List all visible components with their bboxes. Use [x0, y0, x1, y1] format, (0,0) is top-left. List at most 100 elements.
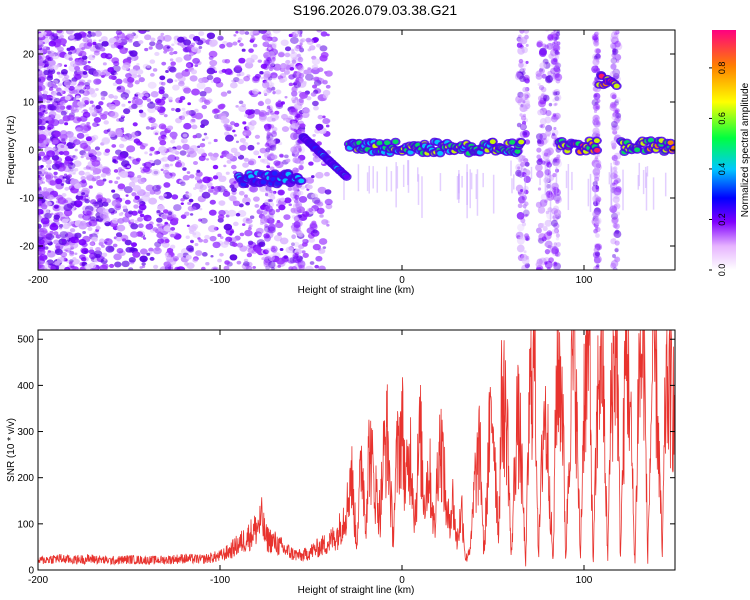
y-axis-label: Frequency (Hz) — [6, 116, 17, 185]
noise-blob — [203, 86, 213, 94]
noise-blob — [205, 158, 210, 161]
noise-blob — [225, 134, 234, 142]
noise-blob — [206, 32, 216, 40]
noise-blob — [134, 80, 140, 85]
noise-blob — [182, 174, 190, 181]
noise-blob — [313, 76, 320, 82]
noise-blob — [273, 160, 281, 166]
noise-blob — [277, 264, 282, 268]
x-tick-label: -100 — [210, 275, 230, 286]
noise-blob — [53, 97, 61, 104]
noise-blob — [326, 223, 330, 227]
noise-blob — [268, 260, 276, 269]
noise-blob — [209, 59, 218, 67]
noise-blob — [67, 174, 72, 178]
noise-blob — [195, 171, 203, 177]
noise-blob — [67, 114, 75, 121]
noise-blob — [186, 154, 191, 158]
noise-blob — [58, 151, 64, 156]
noise-blob — [51, 163, 60, 170]
noise-blob — [251, 37, 256, 42]
noise-blob — [298, 45, 303, 49]
signal-core — [613, 83, 620, 89]
noise-blob — [83, 145, 91, 152]
noise-blob — [84, 84, 91, 90]
noise-blob — [294, 194, 300, 200]
noise-blob — [100, 52, 108, 59]
noise-blob — [191, 223, 199, 230]
noise-blob — [280, 63, 287, 69]
noise-blob — [198, 98, 203, 102]
noise-blob — [84, 99, 89, 104]
noise-blob — [187, 102, 192, 106]
noise-blob — [316, 43, 321, 48]
noise-blob — [63, 150, 70, 156]
noise-blob — [293, 129, 297, 133]
noise-blob — [66, 141, 76, 149]
noise-blob — [177, 36, 185, 43]
noise-blob — [85, 136, 92, 142]
noise-blob — [108, 131, 116, 138]
noise-blob — [101, 244, 105, 248]
noise-blob — [238, 203, 244, 208]
noise-blob — [554, 96, 560, 101]
noise-blob — [246, 265, 253, 270]
noise-streak — [476, 169, 479, 216]
noise-blob — [112, 159, 117, 163]
noise-blob — [198, 31, 205, 37]
noise-blob — [52, 139, 59, 145]
noise-blob — [104, 198, 112, 204]
noise-blob — [115, 78, 123, 85]
noise-blob — [81, 47, 86, 51]
noise-blob — [163, 169, 170, 175]
noise-blob — [106, 129, 111, 132]
noise-blob — [153, 264, 159, 269]
noise-blob — [149, 146, 155, 152]
noise-blob — [519, 104, 528, 113]
noise-blob — [610, 92, 617, 100]
noise-blob — [110, 43, 117, 49]
noise-blob — [267, 257, 271, 261]
noise-blob — [148, 197, 158, 205]
noise-blob — [267, 198, 271, 203]
noise-blob — [139, 266, 143, 269]
noise-blob — [170, 148, 178, 154]
noise-blob — [84, 198, 90, 204]
noise-blob — [121, 64, 130, 71]
noise-blob — [251, 34, 255, 38]
noise-blob — [247, 226, 252, 231]
noise-blob — [517, 47, 525, 55]
noise-blob — [201, 104, 208, 110]
noise-blob — [192, 35, 201, 42]
noise-blob — [268, 109, 273, 113]
noise-blob — [537, 139, 542, 145]
noise-blob — [87, 79, 92, 83]
noise-blob — [211, 266, 219, 270]
signal-core — [437, 150, 444, 156]
noise-blob — [82, 111, 91, 118]
noise-streak — [357, 164, 360, 192]
noise-blob — [126, 145, 136, 153]
noise-blob — [289, 63, 295, 68]
x-axis-label: Height of straight line (km) — [298, 585, 415, 596]
noise-blob — [53, 33, 58, 37]
noise-blob — [150, 122, 158, 129]
noise-blob — [269, 140, 277, 147]
noise-blob — [150, 37, 156, 42]
noise-blob — [104, 221, 111, 227]
noise-blob — [134, 98, 144, 106]
noise-blob — [175, 161, 183, 168]
noise-blob — [264, 126, 269, 130]
noise-blob — [301, 242, 308, 247]
noise-blob — [117, 183, 126, 190]
noise-blob — [536, 147, 542, 153]
noise-blob — [47, 124, 54, 130]
noise-blob — [185, 235, 190, 240]
colorbar-tick-label: 0.4 — [717, 163, 727, 176]
noise-blob — [251, 88, 260, 95]
noise-blob — [283, 214, 291, 220]
noise-blob — [108, 94, 114, 99]
noise-blob — [277, 189, 285, 196]
noise-blob — [163, 182, 171, 188]
